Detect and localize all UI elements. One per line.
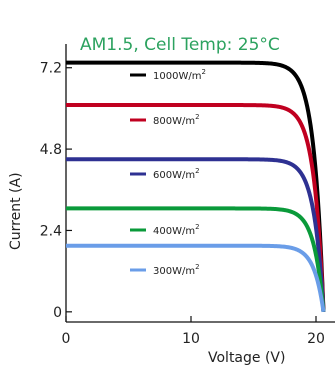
legend-label-sup: 2 (195, 263, 199, 271)
x-tick-label: 10 (182, 331, 200, 347)
chart-title: AM1.5, Cell Temp: 25°C (80, 35, 280, 55)
legend-label-text: 400W/m (153, 226, 195, 237)
legend-label: 300W/m2 (153, 263, 200, 277)
series-line (65, 60, 326, 312)
legend-label-sup: 2 (201, 68, 205, 76)
series-line (65, 206, 326, 313)
series-line (65, 157, 326, 312)
legend-label: 800W/m2 (153, 113, 200, 127)
legend-label-sup: 2 (195, 167, 199, 175)
x-tick-label: 0 (62, 331, 71, 347)
legend-label-text: 600W/m (153, 170, 195, 181)
legend-label-sup: 2 (195, 113, 199, 121)
x-axis-label: Voltage (V) (208, 350, 285, 366)
x-ticks: 0 10 20 (62, 316, 325, 347)
series-line (65, 103, 326, 312)
legend-label-sup: 2 (195, 223, 199, 231)
legend-label: 400W/m2 (153, 223, 200, 237)
y-tick-label: 7.2 (40, 61, 62, 77)
y-axis-label: Current (A) (8, 172, 24, 250)
legend-label-text: 800W/m (153, 116, 195, 127)
legend-label-text: 1000W/m (153, 71, 201, 82)
x-tick-label: 20 (307, 331, 325, 347)
y-tick-label: 4.8 (40, 142, 62, 158)
legend-label-text: 300W/m (153, 266, 195, 277)
y-ticks: 0 2.4 4.8 7.2 (40, 61, 72, 321)
y-tick-label: 2.4 (40, 223, 62, 239)
curves (65, 60, 326, 313)
legend-label: 1000W/m2 (153, 68, 206, 82)
y-tick-label: 0 (53, 305, 62, 321)
series-line (65, 243, 326, 313)
legend-label: 600W/m2 (153, 167, 200, 181)
